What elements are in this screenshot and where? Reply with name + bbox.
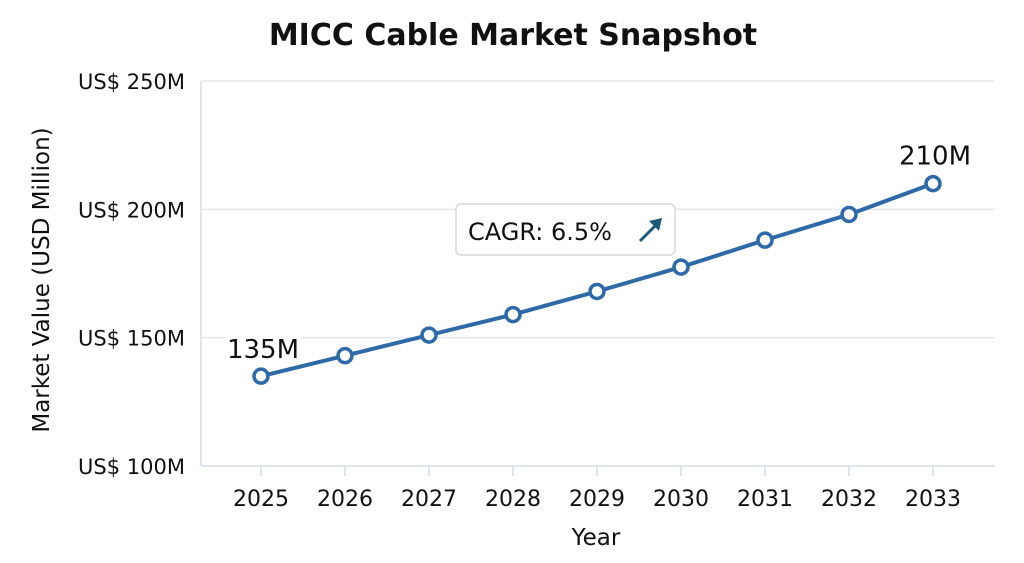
x-axis-label: Year (571, 525, 621, 551)
y-tick-label: US$ 150M (78, 327, 185, 351)
data-point (924, 174, 942, 193)
y-tick-label: US$ 200M (78, 198, 185, 222)
x-tick-label: 2030 (653, 487, 709, 512)
x-tick-label: 2033 (905, 487, 961, 512)
trend-up-arrow-icon (638, 218, 662, 243)
data-point (840, 205, 858, 224)
x-tick-label: 2032 (821, 487, 877, 512)
x-tick-label: 2031 (737, 487, 793, 512)
data-point (672, 258, 690, 276)
chart-title: MICC Cable Market Snapshot (269, 18, 757, 53)
data-point (420, 326, 438, 344)
data-point (588, 282, 606, 301)
x-tick-label: 2025 (233, 487, 289, 512)
x-tick-label: 2027 (401, 487, 457, 512)
data-point (252, 367, 270, 385)
y-tick-label: US$ 100M (78, 455, 185, 479)
x-tick-label: 2026 (317, 487, 373, 512)
data-point (336, 346, 354, 365)
data-label-first: 135M (227, 335, 299, 365)
x-tick-label: 2029 (569, 487, 625, 512)
data-label-last: 210M (899, 142, 971, 172)
cagr-annotation: CAGR: 6.5% (455, 203, 676, 256)
data-point (756, 231, 774, 249)
y-axis-label: Market Value (USD Million) (29, 127, 55, 432)
cagr-text: CAGR: 6.5% (468, 218, 612, 246)
y-tick-label: US$ 250M (78, 70, 185, 94)
cagr-box (455, 203, 676, 256)
data-point (504, 305, 522, 324)
x-tick-label: 2028 (485, 487, 541, 512)
